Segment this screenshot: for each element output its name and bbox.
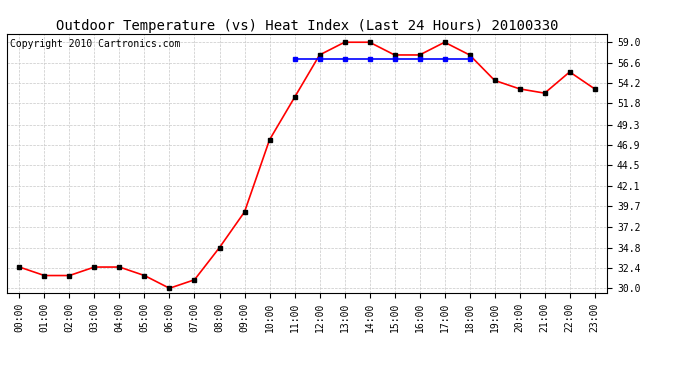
Text: Copyright 2010 Cartronics.com: Copyright 2010 Cartronics.com [10,39,180,49]
Title: Outdoor Temperature (vs) Heat Index (Last 24 Hours) 20100330: Outdoor Temperature (vs) Heat Index (Las… [56,19,558,33]
